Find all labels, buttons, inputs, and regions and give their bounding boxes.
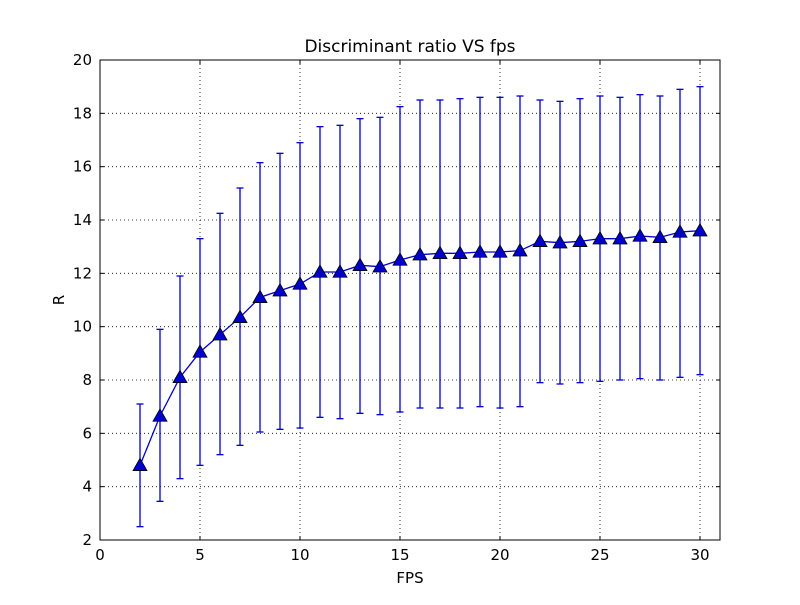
data-point-marker — [472, 244, 488, 258]
chart-title: Discriminant ratio VS fps — [304, 37, 515, 57]
x-tick-label: 10 — [290, 546, 309, 564]
data-point-marker — [152, 408, 168, 422]
data-point-marker — [592, 230, 608, 245]
data-point-marker — [572, 233, 588, 247]
data-point-marker — [532, 233, 548, 247]
data-point-marker — [692, 222, 708, 237]
x-tick-label: 5 — [195, 546, 205, 564]
y-tick-label: 10 — [73, 318, 92, 336]
x-tick-label: 0 — [95, 546, 105, 564]
data-point-marker — [332, 264, 348, 278]
data-point-marker — [252, 289, 268, 303]
y-tick-label: 16 — [73, 158, 92, 176]
data-point-marker — [212, 326, 228, 341]
data-point-marker — [132, 457, 148, 471]
data-point-marker — [412, 246, 428, 261]
data-point-marker — [512, 242, 528, 257]
data-point-marker — [652, 229, 668, 243]
y-axis-label: R — [50, 295, 68, 305]
x-tick-label: 15 — [390, 546, 409, 564]
data-point-marker — [452, 245, 468, 259]
data-point-marker — [632, 228, 648, 242]
series-markers — [132, 222, 708, 471]
x-tick-label: 25 — [590, 546, 609, 564]
y-tick-label: 12 — [73, 264, 92, 282]
data-point-marker — [552, 234, 568, 249]
data-point-marker — [372, 258, 388, 273]
plot-frame — [99, 59, 721, 541]
x-tick-label: 20 — [490, 546, 509, 564]
data-point-marker — [352, 257, 368, 271]
y-tick-label: 14 — [73, 211, 92, 229]
data-point-marker — [492, 244, 508, 258]
data-point-marker — [292, 276, 308, 290]
data-point-marker — [612, 230, 628, 245]
y-tick-label: 8 — [82, 371, 92, 389]
y-tick-label: 6 — [82, 424, 92, 442]
data-point-marker — [312, 264, 328, 278]
data-point-marker — [172, 369, 188, 383]
x-tick-label: 30 — [690, 546, 709, 564]
data-point-marker — [272, 282, 288, 297]
data-point-marker — [232, 309, 248, 323]
data-point-marker — [392, 252, 408, 266]
y-tick-label: 18 — [73, 104, 92, 122]
data-point-marker — [672, 224, 688, 238]
data-point-marker — [432, 245, 448, 259]
x-axis-label: FPS — [396, 569, 423, 587]
axis-ticks: 0 5 10 15 20 25 30 2 4 6 8 10 12 14 16 18 20 — [73, 51, 720, 564]
y-tick-label: 4 — [82, 478, 92, 496]
y-tick-label: 20 — [73, 51, 92, 69]
y-tick-label: 2 — [82, 531, 92, 549]
data-point-marker — [192, 344, 208, 358]
